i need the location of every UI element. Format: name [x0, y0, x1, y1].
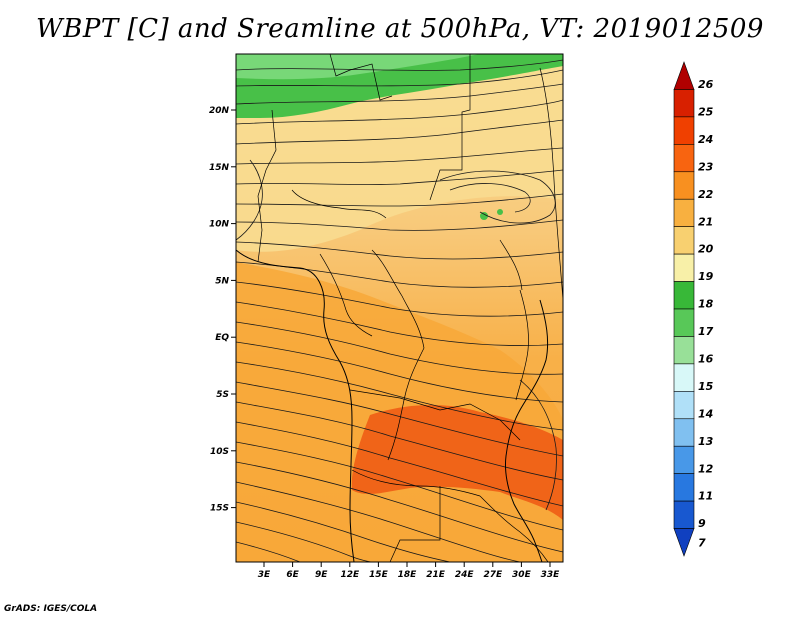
- lat-label: 15S: [210, 504, 229, 514]
- grads-credit: GrADS: IGES/COLA: [4, 604, 98, 614]
- wbpt-patch: [497, 209, 503, 215]
- colorbar-label: 11: [698, 490, 713, 503]
- lat-label: 5N: [215, 276, 229, 286]
- colorbar-label: 12: [698, 462, 714, 475]
- colorbar-label: 25: [698, 106, 714, 119]
- colorbar-bottom-arrow: [673, 528, 695, 557]
- colorbar-segment: [673, 500, 695, 529]
- colorbar-label: 13: [698, 435, 714, 448]
- colorbar-label: 19: [698, 270, 714, 283]
- colorbar-segment: [673, 418, 695, 447]
- colorbar-segment: [673, 253, 695, 282]
- lat-label: 20N: [209, 106, 230, 116]
- colorbar-label: 21: [698, 215, 713, 228]
- colorbar-label: 23: [698, 160, 714, 173]
- lat-label: EQ: [215, 333, 229, 343]
- country-borders: [257, 54, 563, 562]
- colorbar-segment: [673, 226, 695, 255]
- lon-label: 24E: [455, 570, 475, 580]
- colorbar-label: 26: [698, 78, 714, 91]
- wbpt-patch: [480, 212, 488, 220]
- lon-label: 6E: [286, 570, 299, 580]
- colorbar-segment: [673, 198, 695, 227]
- lon-label: 33E: [541, 570, 561, 580]
- colorbar-label: 14: [698, 407, 713, 420]
- latitude-axis: 20N 15N 10N 5N EQ 5S 10S 15S: [209, 106, 236, 514]
- colorbar-segment: [673, 336, 695, 365]
- longitude-axis: 3E 6E 9E 12E 15E 18E 21E 24E 27E 30E 33E: [258, 562, 560, 580]
- colorbar-segment: [673, 144, 695, 173]
- wbpt-band-16: [236, 54, 480, 80]
- lon-label: 15E: [369, 570, 389, 580]
- lon-label: 21E: [426, 570, 446, 580]
- colorbar-segment: [673, 363, 695, 392]
- colorbar-label: 18: [698, 298, 714, 311]
- lat-label: 15N: [209, 163, 230, 173]
- colorbar-label: 7: [698, 536, 706, 549]
- colorbar-label: 16: [698, 353, 714, 366]
- colorbar-label: 24: [698, 133, 713, 146]
- map-title: WBPT [C] and Sreamline at 500hPa, VT: 20…: [36, 14, 764, 44]
- lon-label: 3E: [258, 570, 271, 580]
- colorbar-top-arrow: [673, 61, 695, 90]
- lat-label: 10S: [210, 447, 229, 457]
- lon-label: 18E: [398, 570, 418, 580]
- lon-label: 27E: [483, 570, 503, 580]
- lon-label: 30E: [512, 570, 532, 580]
- colorbar-segment: [673, 171, 695, 200]
- colorbar-label: 20: [698, 243, 714, 256]
- colorbar-label: 15: [698, 380, 714, 393]
- colorbar-segment: [673, 89, 695, 118]
- colorbar-label: 17: [698, 325, 714, 338]
- colorbar-segment: [673, 445, 695, 474]
- colorbar-label: 9: [698, 517, 706, 530]
- coastline-west: [236, 249, 355, 562]
- colorbar-segment: [673, 308, 695, 337]
- colorbar: 26 25 24 23 22 21 20 19 18 17 16 15 14 13 12 11 9 7: [673, 61, 714, 557]
- colorbar-label: 22: [698, 188, 714, 201]
- colorbar-segment: [673, 391, 695, 420]
- colorbar-segment: [673, 116, 695, 145]
- map-plot-area: [236, 54, 563, 562]
- coastline-east: [505, 299, 549, 562]
- lat-label: 5S: [216, 390, 229, 400]
- colorbar-segment: [673, 473, 695, 502]
- colorbar-segment: [673, 281, 695, 310]
- lon-label: 9E: [315, 570, 328, 580]
- plot-frame: [235, 53, 564, 563]
- lat-label: 10N: [209, 220, 230, 230]
- lon-label: 12E: [340, 570, 360, 580]
